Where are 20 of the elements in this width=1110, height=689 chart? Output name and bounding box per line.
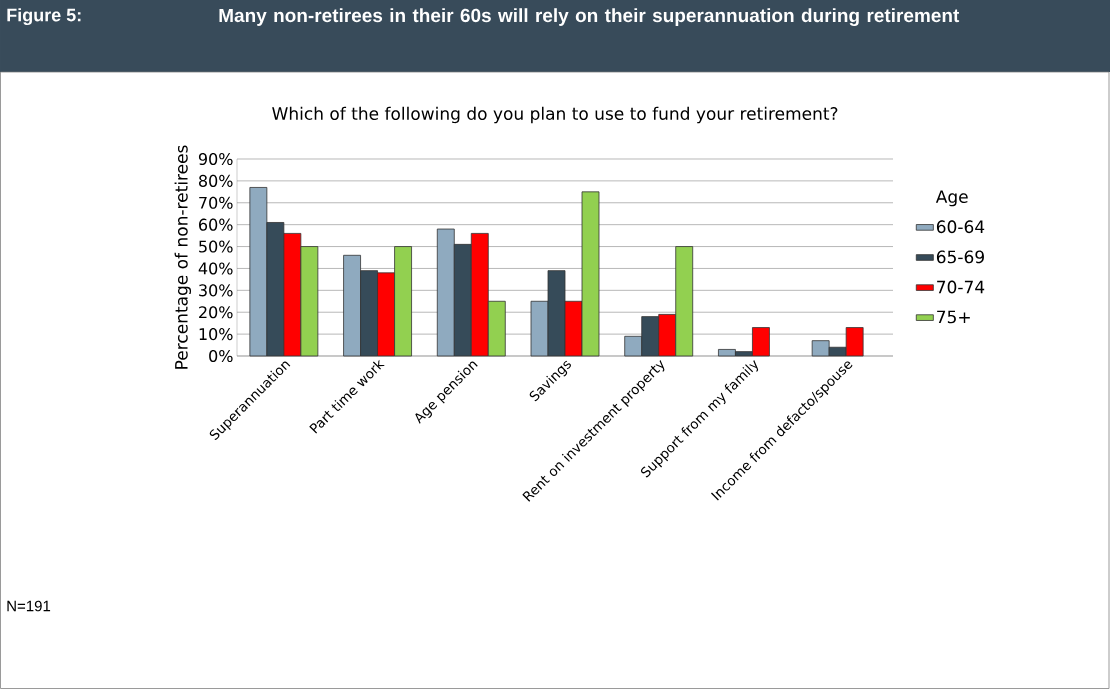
text: N=191	[7, 600, 51, 612]
y-tick-label: 60%	[199, 218, 233, 231]
y-axis-title: Percentage of non-retirees	[174, 145, 192, 369]
y-tick-label: 20%	[199, 306, 233, 319]
y-tick-label: 80%	[198, 174, 233, 187]
chart-subtitle: Which of the following do you plan to use to fund your retirement?	[272, 106, 838, 124]
y-tick-label: 0%	[209, 349, 233, 363]
legend-label: 60-64	[936, 220, 985, 234]
legend-label: 75+	[937, 310, 970, 324]
y-tick-label: 70%	[199, 196, 233, 209]
chart-title: Many non-retirees in their 60s will rely on their superannuation during retirement	[219, 8, 960, 26]
y-tick-label: 40%	[198, 262, 233, 275]
y-tick-label: 50%	[199, 240, 233, 253]
legend-label: 65-69	[936, 250, 984, 264]
y-tick-label: 10%	[199, 328, 233, 341]
legend-label: 70-74	[937, 280, 985, 294]
y-tick-label: 30%	[199, 284, 233, 297]
y-tick-label: 90%	[198, 152, 233, 166]
legend-title: Age	[935, 190, 968, 207]
caption: Figure 5:	[7, 8, 81, 26]
